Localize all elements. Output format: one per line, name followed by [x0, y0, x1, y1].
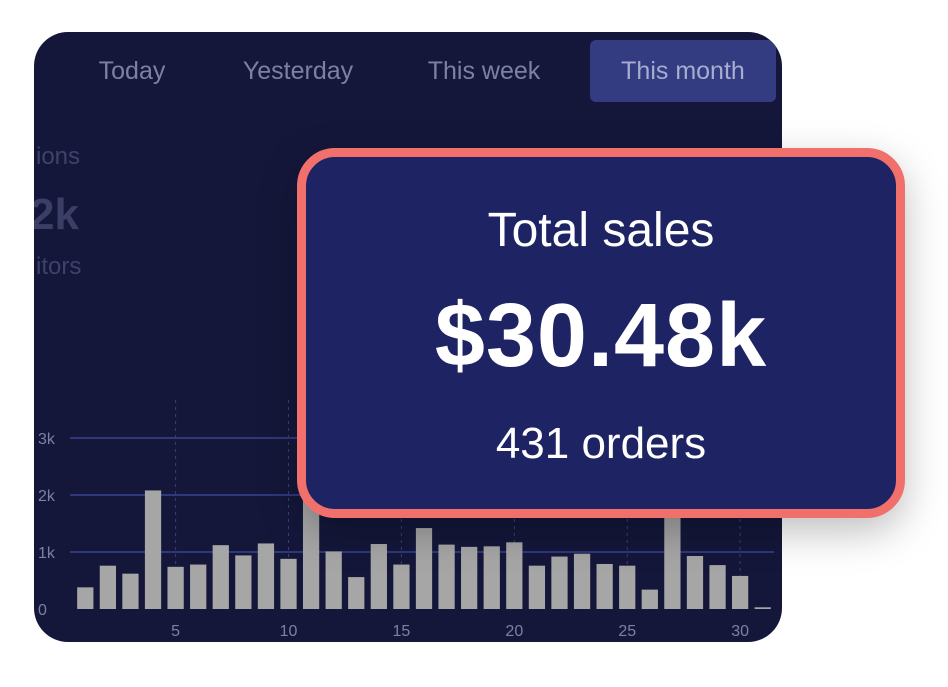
chart-bar: [235, 555, 252, 609]
chart-bar: [144, 490, 162, 609]
chart-bar: [302, 498, 320, 609]
tab-yesterday[interactable]: Yesterday: [242, 57, 354, 85]
chart-bar: [732, 575, 749, 609]
chart-bar: [348, 577, 365, 609]
chart-bar: [280, 558, 297, 609]
x-tick-label: 25: [618, 623, 636, 640]
chart-bar: [461, 546, 478, 609]
chart-bar: [664, 495, 681, 609]
y-tick-label: 0: [38, 602, 47, 619]
background-stat-sublabel: itors: [36, 253, 82, 280]
x-tick-label: 20: [505, 623, 523, 640]
chart-bar: [528, 565, 546, 609]
order-count: 431 orders: [495, 419, 707, 468]
chart-bar: [754, 607, 771, 609]
chart-bar: [257, 543, 275, 609]
chart-bar: [190, 564, 207, 609]
chart-bar: [212, 545, 229, 609]
x-tick-label: 30: [731, 623, 749, 640]
chart-bar: [709, 565, 726, 609]
total-sales-value: $30.48k: [434, 286, 768, 386]
tab-this-month[interactable]: This month: [590, 40, 776, 102]
chart-bar: [506, 542, 523, 609]
chart-bar: [99, 565, 116, 609]
chart-bar: [483, 546, 500, 609]
chart-bar: [122, 573, 139, 609]
background-stat-value: 2k: [34, 190, 79, 239]
x-tick-label: 5: [171, 623, 180, 640]
x-tick-label: 10: [280, 623, 298, 640]
chart-bar: [370, 544, 387, 609]
total-sales-card: Total sales $30.48k 431 orders: [297, 148, 905, 518]
chart-bar: [551, 556, 568, 609]
chart-bar: [438, 544, 455, 609]
tab-this-week[interactable]: This week: [427, 57, 541, 85]
chart-bar: [415, 528, 433, 609]
chart-bar: [596, 563, 613, 609]
chart-bar: [393, 564, 410, 609]
chart-bar: [686, 555, 704, 609]
y-tick-label: 1k: [38, 545, 56, 562]
chart-bar: [641, 589, 658, 609]
total-sales-title: Total sales: [487, 204, 715, 257]
chart-bar: [619, 565, 636, 609]
chart-bar: [325, 551, 342, 609]
y-tick-label: 3k: [38, 431, 56, 448]
y-tick-label: 2k: [38, 488, 56, 505]
tab-today[interactable]: Today: [98, 57, 166, 85]
background-stat-label: ions: [36, 143, 81, 170]
chart-bar: [167, 566, 184, 609]
date-range-tabs: Today Yesterday This week This month: [34, 32, 782, 112]
chart-bar: [573, 553, 591, 609]
chart-bar: [77, 587, 94, 609]
x-tick-label: 15: [393, 623, 411, 640]
